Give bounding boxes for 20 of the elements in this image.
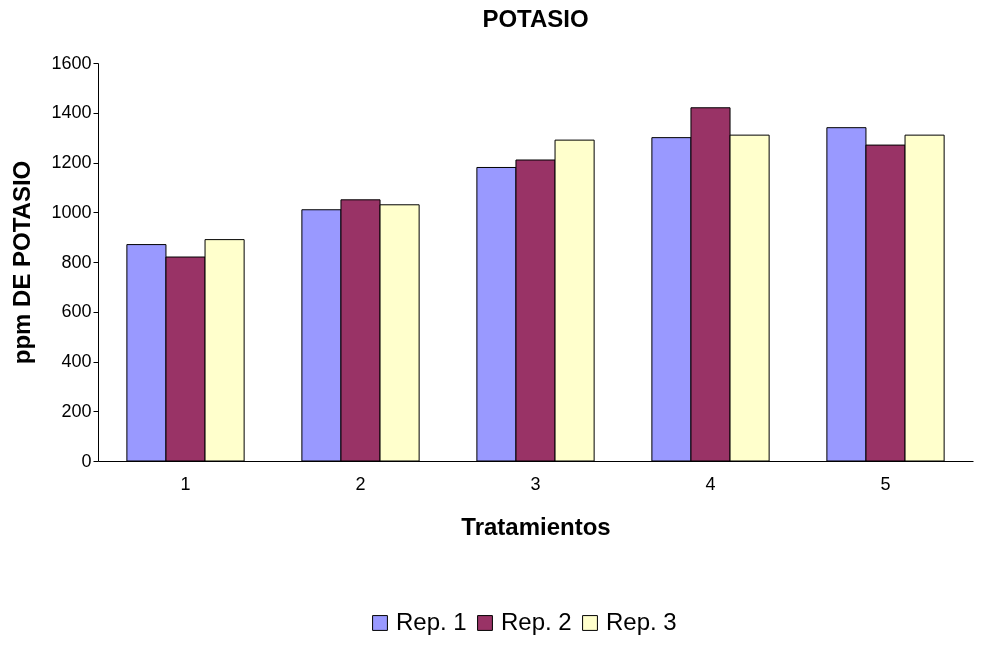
x-tick-label: 4 [705,473,716,494]
x-axis-title: Tratamientos [461,512,611,540]
y-tick-label: 1600 [51,52,92,73]
x-tick-label: 3 [530,473,541,494]
y-tick-label: 800 [61,251,92,272]
chart-title: POTASIO [482,5,589,32]
y-tick-label: 200 [61,400,92,421]
legend-label: Rep. 2 [501,608,572,635]
x-tick-label: 5 [880,473,891,494]
y-tick-label: 1400 [51,102,92,123]
y-tick-label: 400 [61,351,92,371]
legend-label: Rep. 1 [396,608,467,635]
x-tick-label: 1 [180,473,191,494]
y-tick-label: 600 [61,301,92,322]
y-tick-label: 0 [81,450,92,471]
legend-label: Rep. 3 [606,608,677,635]
x-tick-label: 2 [355,473,366,494]
y-tick-label: 1000 [51,201,92,222]
y-tick-label: 1200 [51,152,92,172]
y-axis-title: ppm DE POTASIO [8,160,36,365]
